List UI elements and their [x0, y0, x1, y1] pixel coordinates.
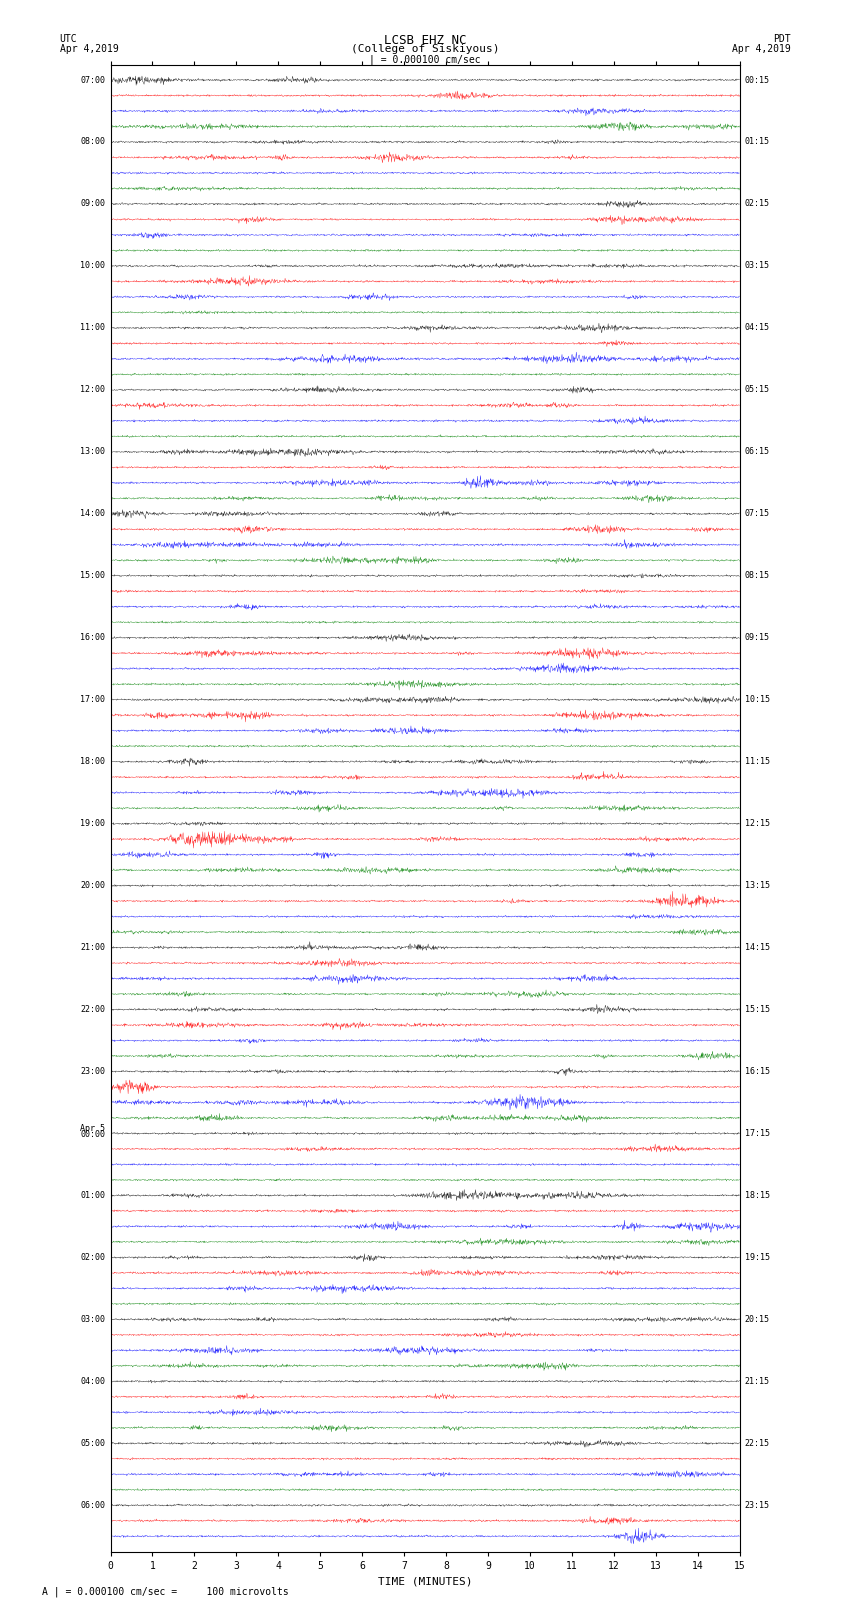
Text: 22:00: 22:00	[81, 1005, 105, 1015]
Text: 14:15: 14:15	[745, 944, 769, 952]
Text: 07:15: 07:15	[745, 510, 769, 518]
Text: 23:15: 23:15	[745, 1500, 769, 1510]
Text: 04:00: 04:00	[81, 1378, 105, 1386]
Text: 23:00: 23:00	[81, 1066, 105, 1076]
Text: 19:15: 19:15	[745, 1253, 769, 1261]
Text: 16:00: 16:00	[81, 634, 105, 642]
Text: 13:15: 13:15	[745, 881, 769, 890]
Text: 05:15: 05:15	[745, 386, 769, 394]
Text: LCSB EHZ NC: LCSB EHZ NC	[383, 34, 467, 47]
Text: PDT: PDT	[773, 34, 790, 44]
Text: Apr 4,2019: Apr 4,2019	[732, 44, 791, 53]
Text: 00:00: 00:00	[81, 1129, 105, 1139]
Text: Apr 5: Apr 5	[81, 1124, 105, 1132]
Text: 12:15: 12:15	[745, 819, 769, 827]
Text: 17:15: 17:15	[745, 1129, 769, 1137]
Text: 03:00: 03:00	[81, 1315, 105, 1324]
Text: 21:15: 21:15	[745, 1378, 769, 1386]
X-axis label: TIME (MINUTES): TIME (MINUTES)	[377, 1576, 473, 1586]
Text: 11:00: 11:00	[81, 323, 105, 332]
Text: 07:00: 07:00	[81, 76, 105, 84]
Text: 17:00: 17:00	[81, 695, 105, 705]
Text: 12:00: 12:00	[81, 386, 105, 394]
Text: 11:15: 11:15	[745, 756, 769, 766]
Text: 18:00: 18:00	[81, 756, 105, 766]
Text: 01:15: 01:15	[745, 137, 769, 147]
Text: 06:00: 06:00	[81, 1500, 105, 1510]
Text: 13:00: 13:00	[81, 447, 105, 456]
Text: | = 0.000100 cm/sec: | = 0.000100 cm/sec	[369, 55, 481, 66]
Text: A | = 0.000100 cm/sec =     100 microvolts: A | = 0.000100 cm/sec = 100 microvolts	[42, 1586, 289, 1597]
Text: 10:00: 10:00	[81, 261, 105, 271]
Text: 21:00: 21:00	[81, 944, 105, 952]
Text: 01:00: 01:00	[81, 1190, 105, 1200]
Text: 22:15: 22:15	[745, 1439, 769, 1448]
Text: 10:15: 10:15	[745, 695, 769, 705]
Text: 02:00: 02:00	[81, 1253, 105, 1261]
Text: 00:15: 00:15	[745, 76, 769, 84]
Text: 02:15: 02:15	[745, 200, 769, 208]
Text: 09:00: 09:00	[81, 200, 105, 208]
Text: 15:00: 15:00	[81, 571, 105, 581]
Text: (College of Siskiyous): (College of Siskiyous)	[351, 44, 499, 53]
Text: 09:15: 09:15	[745, 634, 769, 642]
Text: 15:15: 15:15	[745, 1005, 769, 1015]
Text: 08:15: 08:15	[745, 571, 769, 581]
Text: 20:00: 20:00	[81, 881, 105, 890]
Text: 03:15: 03:15	[745, 261, 769, 271]
Text: 08:00: 08:00	[81, 137, 105, 147]
Text: 19:00: 19:00	[81, 819, 105, 827]
Text: 05:00: 05:00	[81, 1439, 105, 1448]
Text: 06:15: 06:15	[745, 447, 769, 456]
Text: 04:15: 04:15	[745, 323, 769, 332]
Text: 16:15: 16:15	[745, 1066, 769, 1076]
Text: 20:15: 20:15	[745, 1315, 769, 1324]
Text: 18:15: 18:15	[745, 1190, 769, 1200]
Text: Apr 4,2019: Apr 4,2019	[60, 44, 118, 53]
Text: 14:00: 14:00	[81, 510, 105, 518]
Text: UTC: UTC	[60, 34, 77, 44]
